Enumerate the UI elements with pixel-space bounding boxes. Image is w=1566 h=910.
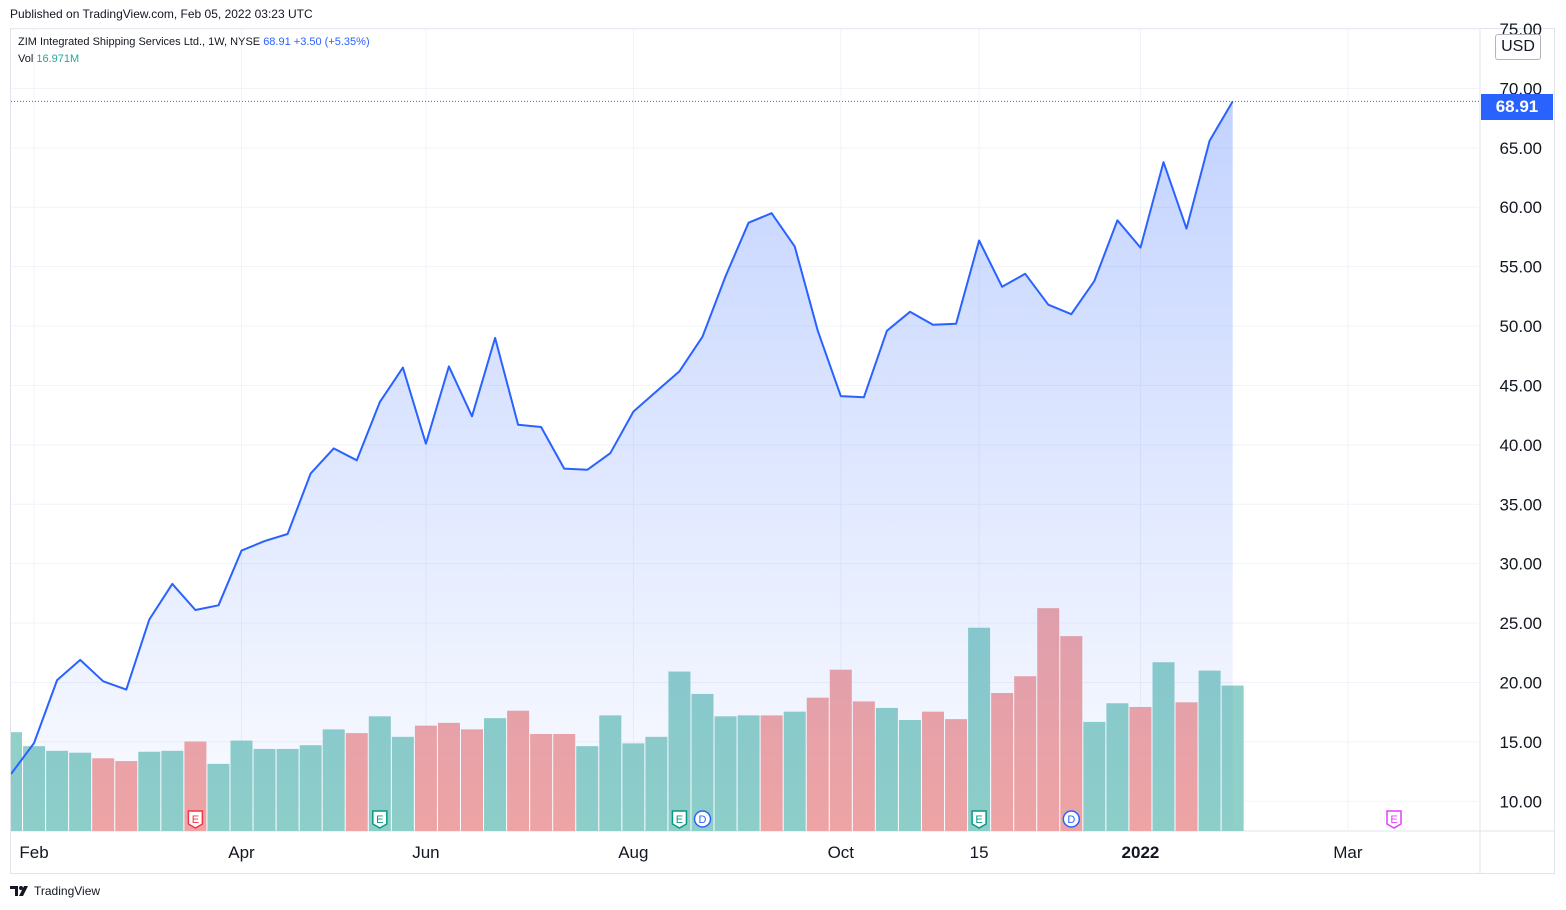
- earnings-marker: [671, 810, 688, 829]
- y-tick-label: 45.00: [1499, 376, 1542, 395]
- earnings-marker: [187, 810, 204, 829]
- earnings-marker: [1386, 810, 1402, 829]
- price-area-fill: [11, 101, 1233, 831]
- price-axis[interactable]: 10.00 15.00 20.00 25.00 30.00 35.00 40.00 45.00…: [1499, 20, 1542, 811]
- y-tick-label: 40.00: [1499, 436, 1542, 455]
- x-tick-label: 2022: [1122, 843, 1160, 862]
- price-line: [11, 100, 1234, 775]
- legend-volume-row: Vol 16.971M: [18, 51, 370, 68]
- x-tick-label: Jun: [412, 843, 439, 862]
- x-tick-label: 15: [970, 843, 989, 862]
- x-tick-label: Aug: [618, 843, 648, 862]
- y-tick-label: 65.00: [1499, 139, 1542, 158]
- y-tick-label: 50.00: [1499, 317, 1542, 336]
- last-price-label: 68.91: [1481, 94, 1553, 120]
- time-axis[interactable]: Feb Apr Jun Aug Oct 15 2022 Mar: [19, 843, 1362, 862]
- price-area: [11, 100, 1480, 831]
- x-tick-label: Mar: [1333, 843, 1363, 862]
- footer-brand[interactable]: TradingView: [10, 884, 100, 898]
- y-tick-label: 55.00: [1499, 258, 1542, 277]
- legend-vol-label: Vol: [18, 53, 34, 65]
- footer-brand-label: TradingView: [34, 884, 101, 898]
- legend-change: +3.50 (+5.35%): [293, 36, 370, 48]
- earnings-marker: [372, 810, 388, 829]
- legend-symbol-row: ZIM Integrated Shipping Services Ltd., 1…: [18, 34, 370, 51]
- y-tick-label: 30.00: [1499, 555, 1542, 574]
- event-marker-label: E: [192, 814, 199, 826]
- legend-vol-value: 16.971M: [36, 53, 80, 65]
- legend-last: 68.91: [263, 36, 291, 48]
- y-tick-label: 20.00: [1499, 673, 1542, 692]
- y-tick-label: 60.00: [1499, 198, 1542, 217]
- y-tick-label: 10.00: [1499, 792, 1542, 811]
- event-marker-label: D: [1067, 814, 1075, 826]
- x-tick-label: Apr: [228, 843, 255, 862]
- y-tick-label: 35.00: [1499, 495, 1542, 514]
- event-marker-label: D: [699, 814, 707, 826]
- event-marker-label: E: [1390, 814, 1397, 826]
- event-marker-label: E: [676, 814, 683, 826]
- y-tick-label: 25.00: [1499, 614, 1542, 633]
- y-tick-label: 15.00: [1499, 733, 1542, 752]
- dividend-marker: [1062, 810, 1081, 828]
- x-tick-label: Oct: [828, 843, 855, 862]
- event-marker-label: E: [975, 814, 982, 826]
- event-marker-label: E: [376, 814, 383, 826]
- currency-badge[interactable]: USD: [1495, 34, 1541, 60]
- dividend-marker: [693, 810, 712, 828]
- tradingview-logo-icon: [10, 886, 28, 896]
- published-caption: Published on TradingView.com, Feb 05, 20…: [10, 7, 313, 21]
- earnings-marker: [971, 810, 987, 829]
- x-tick-label: Feb: [19, 843, 48, 862]
- legend: ZIM Integrated Shipping Services Ltd., 1…: [18, 34, 370, 68]
- y-tick-label: 70.00: [1499, 79, 1542, 98]
- legend-symbol: ZIM Integrated Shipping Services Ltd., 1…: [18, 36, 261, 48]
